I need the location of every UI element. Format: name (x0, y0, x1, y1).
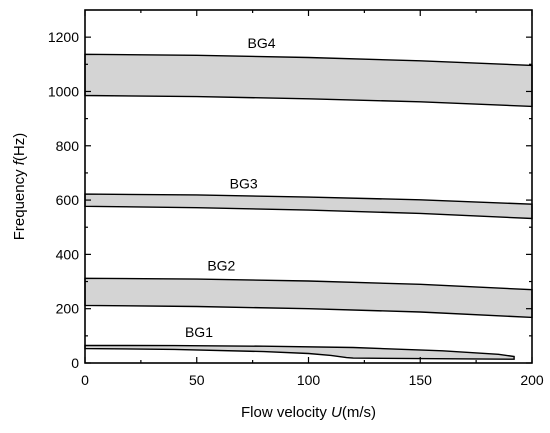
y-tick-label: 1000 (48, 83, 79, 99)
bandgap-bg4 (84, 53, 533, 108)
bandgap-regions (84, 53, 533, 360)
x-tick-label: 200 (520, 372, 544, 388)
y-axis-title-prefix: Frequency (11, 165, 28, 240)
y-axis-title-unit: (Hz) (11, 133, 28, 161)
band-label-bg2: BG2 (207, 258, 235, 274)
x-tick-label: 150 (409, 372, 433, 388)
y-axis: 0 200 400 600 800 1000 1200 (48, 29, 532, 371)
y-tick-label: 0 (71, 355, 79, 371)
y-tick-label: 1200 (48, 29, 79, 45)
y-tick-label: 600 (56, 192, 80, 208)
x-axis-title-prefix: Flow velocity (241, 404, 331, 421)
x-tick-label: 50 (189, 372, 205, 388)
bandgap-bg2 (84, 277, 533, 319)
bandgap-bg3 (84, 193, 533, 220)
y-tick-label: 400 (56, 246, 80, 262)
x-axis-title-symbol: U (331, 404, 342, 421)
band-label-bg4: BG4 (248, 35, 276, 51)
y-axis-title-symbol: f (11, 159, 28, 165)
x-axis: 0 50 100 150 200 (81, 10, 544, 388)
y-tick-label: 200 (56, 301, 80, 317)
x-tick-label: 0 (81, 372, 89, 388)
band-label-bg3: BG3 (230, 176, 258, 192)
y-tick-label: 800 (56, 138, 80, 154)
y-axis-title: Frequency f(Hz) (11, 133, 28, 241)
x-axis-title-unit: (m/s) (342, 404, 376, 421)
band-label-bg1: BG1 (185, 324, 213, 340)
x-tick-label: 100 (297, 372, 321, 388)
band-labels: BG1 BG2 BG3 BG4 (185, 35, 276, 340)
x-axis-title: Flow velocity U(m/s) (241, 404, 376, 421)
bandgap-bg1 (84, 344, 515, 360)
